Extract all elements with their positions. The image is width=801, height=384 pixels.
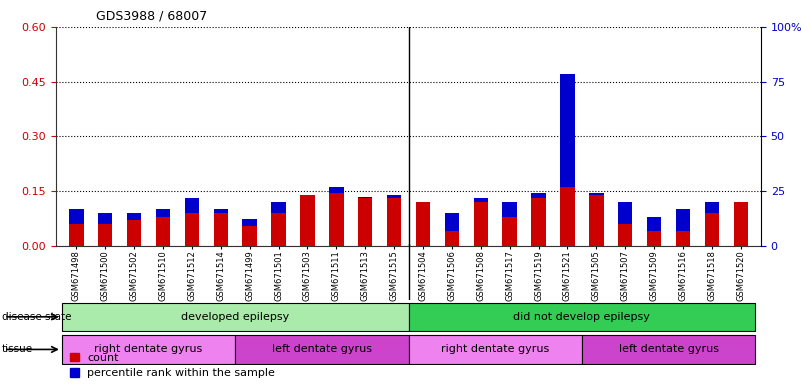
Text: disease state: disease state xyxy=(2,312,71,322)
Bar xyxy=(502,202,517,217)
Bar xyxy=(473,202,488,246)
FancyBboxPatch shape xyxy=(62,335,235,364)
Text: developed epilepsy: developed epilepsy xyxy=(181,312,289,322)
Bar xyxy=(445,213,459,231)
Bar xyxy=(589,193,603,195)
Bar xyxy=(329,187,344,246)
Bar xyxy=(502,217,517,246)
FancyBboxPatch shape xyxy=(235,335,409,364)
Bar xyxy=(243,226,257,246)
Bar xyxy=(155,209,170,217)
Text: tissue: tissue xyxy=(2,344,33,354)
Legend: count, percentile rank within the sample: count, percentile rank within the sample xyxy=(70,353,276,379)
FancyBboxPatch shape xyxy=(409,335,582,364)
Bar xyxy=(705,202,719,213)
Bar xyxy=(127,213,141,220)
Bar xyxy=(531,193,545,246)
Text: right dentate gyrus: right dentate gyrus xyxy=(95,344,203,354)
Bar xyxy=(272,202,286,213)
Bar xyxy=(618,202,633,224)
Bar xyxy=(69,209,83,224)
Bar xyxy=(214,209,228,213)
Text: left dentate gyrus: left dentate gyrus xyxy=(618,344,718,354)
Bar xyxy=(618,224,633,246)
Bar xyxy=(647,231,662,246)
Bar xyxy=(300,195,315,246)
Bar xyxy=(127,220,141,246)
Bar xyxy=(560,74,574,187)
Bar xyxy=(676,209,690,231)
Bar xyxy=(358,197,372,198)
Bar xyxy=(98,224,112,246)
FancyBboxPatch shape xyxy=(62,303,409,331)
Bar xyxy=(387,195,401,198)
Bar xyxy=(243,220,257,226)
Bar xyxy=(184,213,199,246)
Bar xyxy=(589,193,603,246)
Text: did not develop epilepsy: did not develop epilepsy xyxy=(513,312,650,322)
Bar xyxy=(445,231,459,246)
Bar xyxy=(214,213,228,246)
Bar xyxy=(676,231,690,246)
Text: right dentate gyrus: right dentate gyrus xyxy=(441,344,549,354)
Bar xyxy=(473,198,488,202)
Bar xyxy=(358,197,372,246)
Bar xyxy=(69,224,83,246)
Bar xyxy=(98,213,112,224)
Bar xyxy=(734,202,748,246)
Bar xyxy=(531,193,545,198)
Bar xyxy=(705,213,719,246)
FancyBboxPatch shape xyxy=(409,303,755,331)
Bar xyxy=(416,202,430,246)
Text: left dentate gyrus: left dentate gyrus xyxy=(272,344,372,354)
Bar xyxy=(647,217,662,231)
Bar xyxy=(155,217,170,246)
Bar xyxy=(184,198,199,213)
Bar xyxy=(387,195,401,246)
Bar xyxy=(272,213,286,246)
Text: GDS3988 / 68007: GDS3988 / 68007 xyxy=(96,10,207,23)
FancyBboxPatch shape xyxy=(582,335,755,364)
Bar xyxy=(329,187,344,193)
Bar xyxy=(560,74,574,246)
